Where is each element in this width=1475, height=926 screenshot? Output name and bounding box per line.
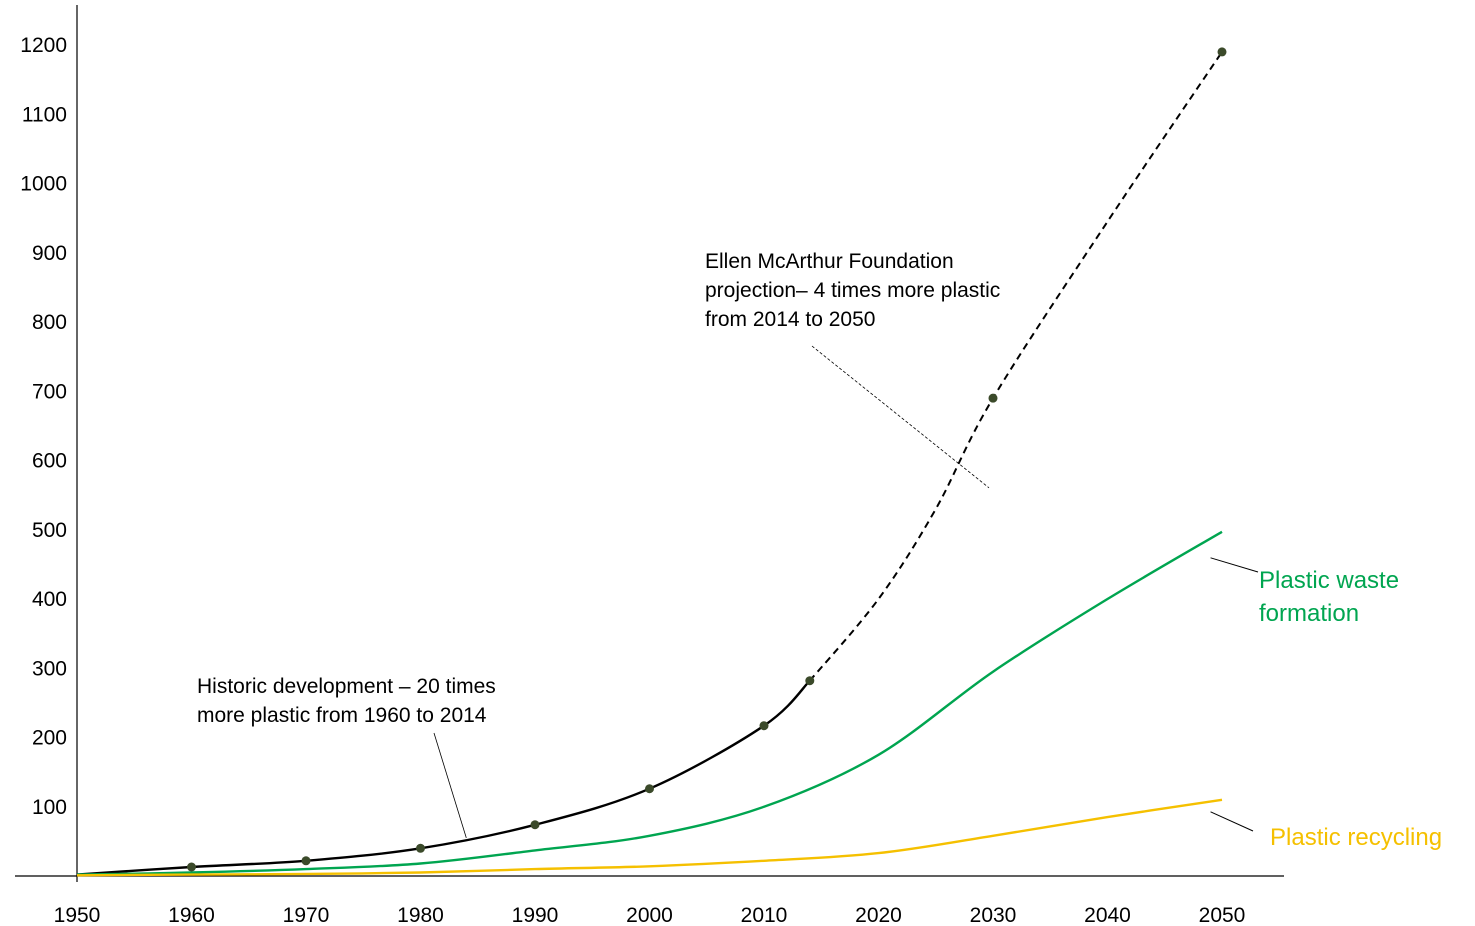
marker-projection-2030	[988, 393, 998, 403]
marker-historic-2014	[805, 676, 815, 686]
marker-historic-1970	[301, 856, 311, 866]
x-tick-labels: 1950 1960 1970 1980 1990 2000 2010 2020 2030 2040…	[54, 904, 1246, 926]
projection-annotation-line-2: projection– 4 times more plastic	[705, 279, 1000, 302]
marker-projection-2050	[1217, 47, 1227, 57]
waste-series-label-line-2: formation	[1259, 600, 1359, 627]
y-tick-labels: 100 200 300 400 500 600 700 800 900 1000 1100 1200	[20, 34, 67, 819]
waste-series-label: Plastic waste formation	[1259, 567, 1406, 627]
marker-historic-2000	[645, 784, 654, 794]
y-tick-label-800: 800	[32, 311, 67, 334]
y-tick-label-900: 900	[32, 242, 67, 265]
x-tick-label-2020: 2020	[855, 904, 902, 926]
series-lines	[76, 51, 1223, 877]
marker-historic-1960	[187, 862, 196, 872]
y-tick-label-1200: 1200	[20, 34, 67, 57]
x-tick-label-1970: 1970	[283, 904, 330, 926]
waste-label-leader	[1210, 557, 1259, 573]
marker-historic-1980	[416, 843, 425, 853]
x-tick-label-2000: 2000	[626, 904, 673, 926]
series-markers	[187, 47, 1227, 872]
y-tick-label-200: 200	[32, 727, 67, 750]
projection-annotation-leader	[811, 345, 990, 489]
y-tick-label-300: 300	[32, 657, 67, 680]
historic-annotation-leader	[433, 732, 467, 839]
y-tick-label-600: 600	[32, 450, 67, 473]
x-tick-label-1990: 1990	[512, 904, 559, 926]
waste-series-label-line-1: Plastic waste	[1259, 567, 1399, 594]
y-tick-label-400: 400	[32, 588, 67, 611]
projection-annotation-line-3: from 2014 to 2050	[705, 308, 875, 331]
recycling-label-leader	[1210, 811, 1254, 832]
x-tick-label-2050: 2050	[1199, 904, 1246, 926]
annotation-leaders	[433, 345, 1259, 839]
x-tick-label-2030: 2030	[970, 904, 1017, 926]
marker-historic-1990	[530, 820, 540, 830]
projection-annotation-line-1: Ellen McArthur Foundation	[705, 250, 954, 273]
x-tick-label-1980: 1980	[397, 904, 444, 926]
x-tick-label-2010: 2010	[741, 904, 788, 926]
y-tick-label-700: 700	[32, 380, 67, 403]
historic-annotation-line-2: more plastic from 1960 to 2014	[197, 704, 487, 727]
x-tick-label-1950: 1950	[54, 904, 101, 926]
historic-annotation: Historic development – 20 times more pla…	[197, 675, 502, 727]
series-line-projection	[809, 51, 1223, 682]
series-line-recycling	[76, 798, 1223, 877]
x-tick-label-2040: 2040	[1084, 904, 1131, 926]
y-tick-label-100: 100	[32, 796, 67, 819]
series-line-waste	[76, 530, 1223, 876]
marker-historic-2010	[759, 721, 769, 731]
x-tick-label-1960: 1960	[168, 904, 215, 926]
historic-annotation-line-1: Historic development – 20 times	[197, 675, 496, 698]
axes	[15, 5, 1284, 882]
recycling-series-label: Plastic recycling	[1270, 824, 1442, 851]
y-tick-label-1000: 1000	[20, 173, 67, 196]
series-line-historic	[76, 679, 811, 876]
y-tick-label-1100: 1100	[22, 103, 67, 126]
y-tick-label-500: 500	[32, 519, 67, 542]
projection-annotation: Ellen McArthur Foundation projection– 4 …	[705, 250, 1006, 331]
